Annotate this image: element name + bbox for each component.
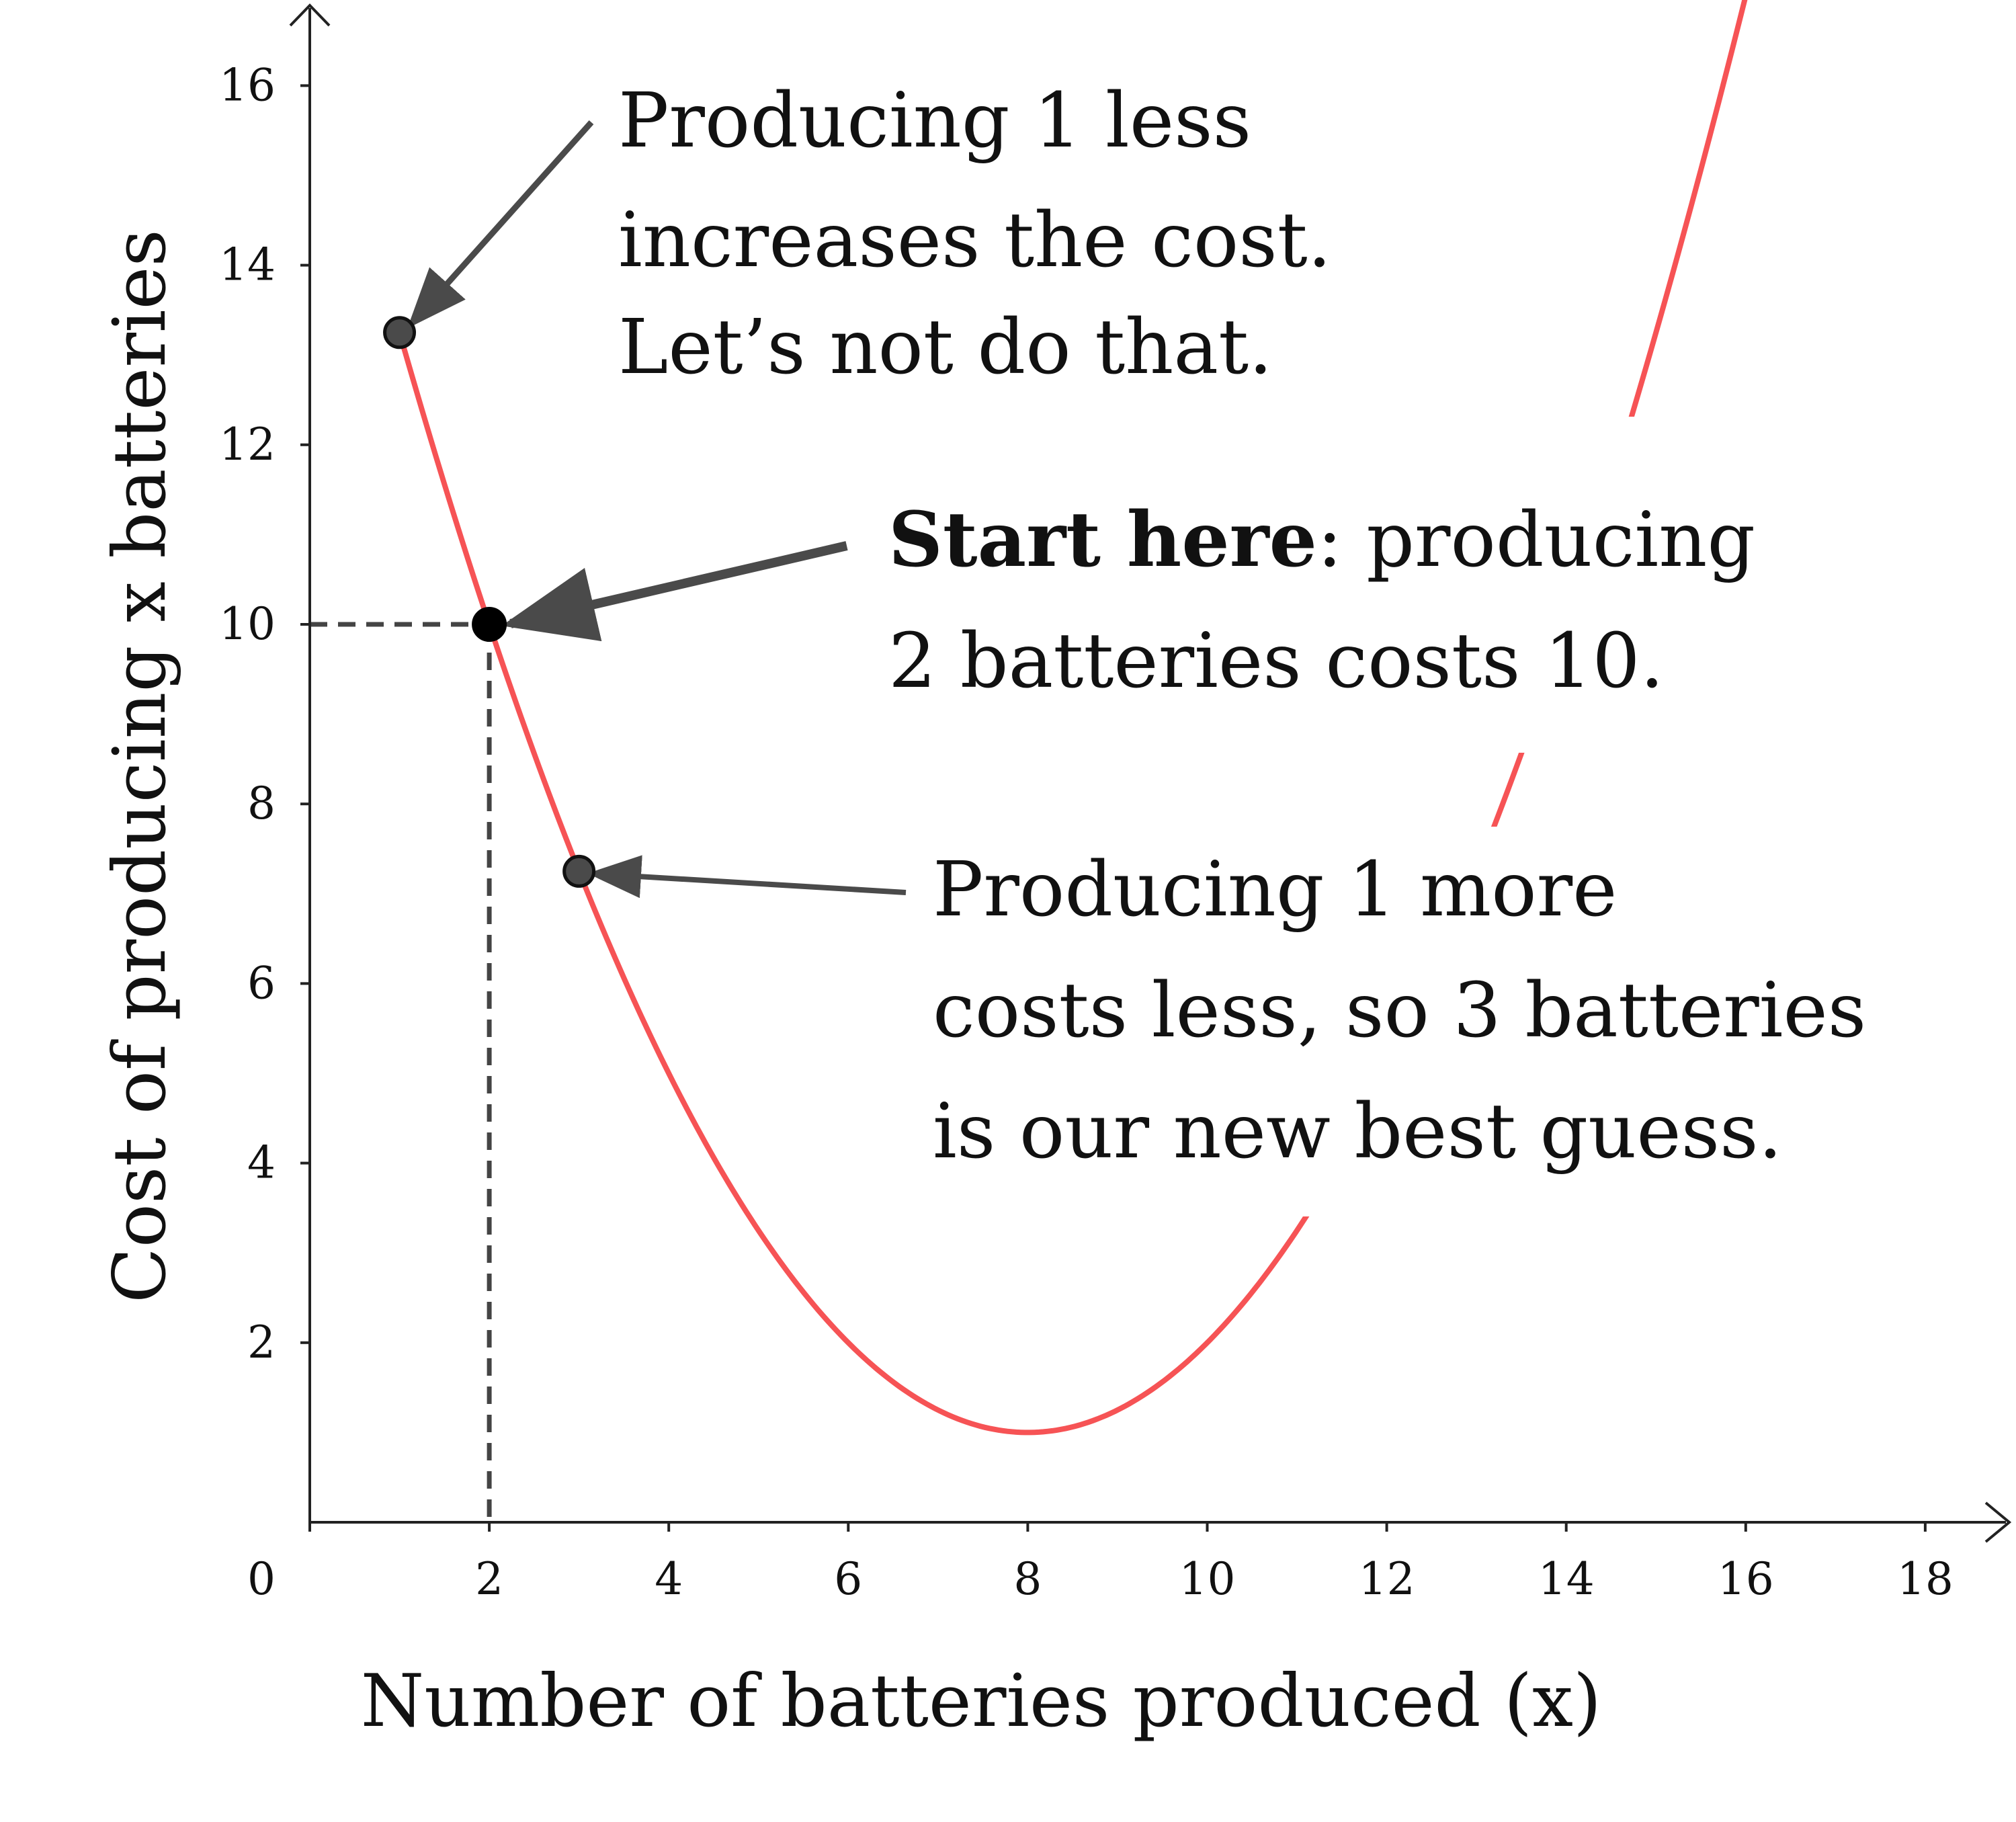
annotation-one-more-line-2: costs less, so 3 batteries <box>933 967 1866 1054</box>
annotation-start-line-1: Start here: producing <box>888 496 1755 584</box>
x-axis-title: Number of batteries produced (x) <box>361 1659 1601 1743</box>
y-tick-label: 8 <box>247 778 276 829</box>
x-tick-group: 0 2 4 6 8 10 12 14 16 18 <box>247 1522 1954 1605</box>
annotation-one-more-line-3: is our new best guess. <box>933 1088 1782 1175</box>
x-tick-label: 2 <box>475 1553 503 1605</box>
y-axis-arrowhead <box>289 3 331 27</box>
x-tick-label: 14 <box>1538 1553 1595 1605</box>
label-mask-start <box>1505 417 1788 753</box>
x-tick-label: 0 <box>247 1553 276 1605</box>
x-tick-label: 12 <box>1359 1553 1415 1605</box>
arrow-one-less <box>407 120 594 329</box>
y-axis-title: Cost of producing x batteries <box>98 229 182 1303</box>
annotation-one-less-line-3: Let’s not do that. <box>618 304 1273 391</box>
x-axis-arrowhead <box>1984 1501 2012 1543</box>
x-tick-label: 6 <box>834 1553 862 1605</box>
point-one-less <box>383 316 417 349</box>
y-tick-label: 6 <box>247 957 276 1009</box>
annotation-start-rest: : producing <box>1317 497 1755 584</box>
x-tick-label: 8 <box>1013 1553 1042 1605</box>
y-tick-label: 14 <box>219 239 276 291</box>
y-tick-label: 16 <box>219 59 276 111</box>
y-tick-group: 2 4 6 8 10 12 14 16 <box>219 59 310 1368</box>
x-tick-label: 16 <box>1718 1553 1774 1605</box>
x-tick-label: 4 <box>655 1553 683 1605</box>
arrow-one-more <box>587 855 907 899</box>
y-tick-label: 12 <box>219 419 276 470</box>
point-current <box>472 607 507 642</box>
annotation-one-less-line-1: Producing 1 less <box>618 77 1251 165</box>
annotation-start-bold: Start here <box>888 496 1317 584</box>
annotation-one-less-line-2: increases the cost. <box>618 197 1331 284</box>
annotation-one-more-line-1: Producing 1 more <box>933 846 1617 934</box>
arrow-start <box>501 541 848 642</box>
x-tick-label: 18 <box>1897 1553 1954 1605</box>
axes <box>289 3 2012 1543</box>
y-tick-label: 10 <box>219 598 276 650</box>
y-tick-label: 4 <box>247 1137 276 1189</box>
label-mask-more <box>1250 827 1908 1216</box>
point-one-more <box>562 854 596 888</box>
annotation-start: Start here: producing 2 batteries costs … <box>888 496 1755 705</box>
y-tick-label: 2 <box>247 1317 276 1368</box>
annotation-start-line-2: 2 batteries costs 10. <box>888 618 1664 705</box>
annotation-one-less: Producing 1 less increases the cost. Let… <box>618 77 1331 391</box>
x-tick-label: 10 <box>1179 1553 1236 1605</box>
annotation-one-more: Producing 1 more costs less, so 3 batter… <box>933 846 1866 1175</box>
